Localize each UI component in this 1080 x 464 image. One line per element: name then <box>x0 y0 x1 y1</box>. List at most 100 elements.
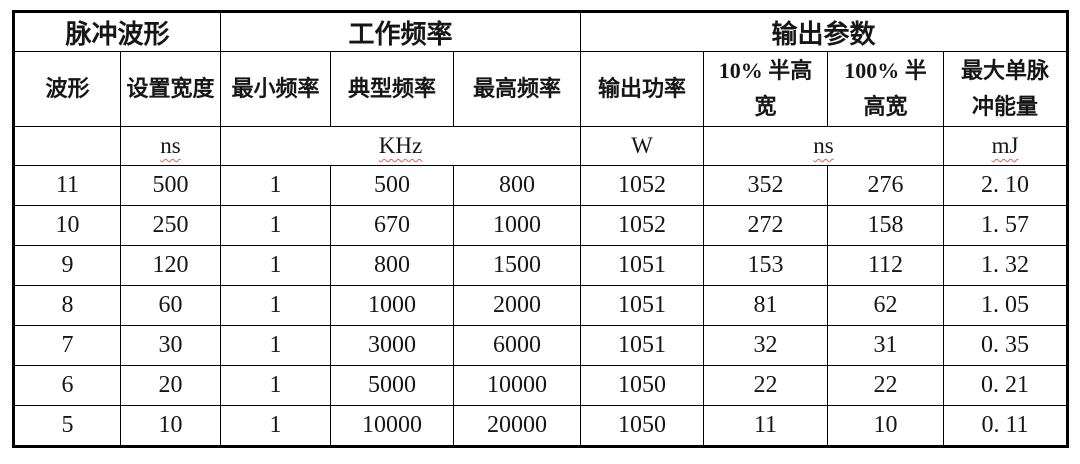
table-cell: 1. 57 <box>943 205 1068 246</box>
table-cell: 1051 <box>580 245 704 286</box>
table-cell: 1052 <box>580 165 704 206</box>
table-cell: 20 <box>120 365 221 406</box>
column-header-label: 最小频率 <box>231 76 320 101</box>
table-row: 10 250 1 670 1000 1052 272 158 1. 57 <box>13 205 1068 246</box>
group-header-output-parameters: 输出参数 <box>580 11 1068 52</box>
table-row: 11 500 1 500 800 1052 352 276 2. 10 <box>13 165 1068 206</box>
table-cell: 800 <box>453 165 581 206</box>
column-header-10pct-fwhm: 10% 半高 宽 <box>703 51 828 127</box>
table-row: 9 120 1 800 1500 1051 153 112 1. 32 <box>13 245 1068 286</box>
table-cell: 10000 <box>453 365 581 406</box>
table-cell: 60 <box>120 285 221 326</box>
table-row: 8 60 1 1000 2000 1051 81 62 1. 05 <box>13 285 1068 326</box>
table-cell: 6000 <box>453 325 581 366</box>
table-cell: 9 <box>13 245 121 286</box>
table-cell: 30 <box>120 325 221 366</box>
table-cell: 153 <box>703 245 828 286</box>
table-cell: 0. 35 <box>943 325 1068 366</box>
table-cell: 10 <box>827 405 944 447</box>
table-cell: 62 <box>827 285 944 326</box>
column-header-typical-frequency: 典型频率 <box>330 51 454 127</box>
table-cell: 10000 <box>330 405 454 447</box>
group-header-pulse-waveform: 脉冲波形 <box>13 11 221 52</box>
table-cell: 1052 <box>580 205 704 246</box>
pulse-waveform-spec-table: 脉冲波形 工作频率 输出参数 波形 设置宽度 最小频率 典型频率 最高频率 <box>12 10 1069 448</box>
table-cell: 272 <box>703 205 828 246</box>
group-header-operating-frequency: 工作频率 <box>220 11 581 52</box>
table-cell: 1000 <box>330 285 454 326</box>
column-header-max-single-pulse-energy: 最大单脉 冲能量 <box>943 51 1068 127</box>
table-cell: 3000 <box>330 325 454 366</box>
table-cell: 352 <box>703 165 828 206</box>
column-header-label: 最高频率 <box>472 76 561 101</box>
column-header-100pct-fwhm: 100% 半 高宽 <box>827 51 944 127</box>
column-header-label: 设置宽度 <box>126 76 215 101</box>
table-row: 7 30 1 3000 6000 1051 32 31 0. 35 <box>13 325 1068 366</box>
table-cell: 276 <box>827 165 944 206</box>
table-cell: 1 <box>220 405 331 447</box>
table-cell: 81 <box>703 285 828 326</box>
table-cell: 1 <box>220 325 331 366</box>
column-header-label-line2: 冲能量 <box>971 94 1038 119</box>
table-cell: 5 <box>13 405 121 447</box>
column-header-label-line1: 最大单脉 <box>960 58 1049 83</box>
column-header-label: 输出功率 <box>597 76 686 101</box>
units-row: ns KHz W ns mJ <box>13 126 1068 166</box>
unit-cell-pulse-width: ns <box>703 126 944 166</box>
column-header-max-frequency: 最高频率 <box>453 51 581 127</box>
table-cell: 2000 <box>453 285 581 326</box>
table-cell: 11 <box>703 405 828 447</box>
table-cell: 1 <box>220 245 331 286</box>
table-cell: 1. 32 <box>943 245 1068 286</box>
table-cell: 158 <box>827 205 944 246</box>
table-cell: 2. 10 <box>943 165 1068 206</box>
table-cell: 112 <box>827 245 944 286</box>
table-cell: 1050 <box>580 365 704 406</box>
column-header-label: 波形 <box>45 76 90 101</box>
column-header-label: 典型频率 <box>347 76 436 101</box>
table-cell: 670 <box>330 205 454 246</box>
table-cell: 7 <box>13 325 121 366</box>
table-cell: 6 <box>13 365 121 406</box>
table-cell: 22 <box>703 365 828 406</box>
unit-cell-set-width: ns <box>120 126 221 166</box>
column-header-row: 波形 设置宽度 最小频率 典型频率 最高频率 输出功率 10% <box>13 51 1068 127</box>
unit-label-w: W <box>631 133 653 158</box>
table-cell: 1051 <box>580 285 704 326</box>
table-cell: 10 <box>120 405 221 447</box>
column-header-label-line1: 100% 半 <box>844 58 927 83</box>
unit-cell-frequency: KHz <box>220 126 581 166</box>
table-cell: 31 <box>827 325 944 366</box>
table-row: 5 10 1 10000 20000 1050 11 10 0. 11 <box>13 405 1068 447</box>
table-cell: 0. 11 <box>943 405 1068 447</box>
column-header-min-frequency: 最小频率 <box>220 51 331 127</box>
table-cell: 32 <box>703 325 828 366</box>
table-cell: 1000 <box>453 205 581 246</box>
table-cell: 1 <box>220 165 331 206</box>
column-header-waveform: 波形 <box>13 51 121 127</box>
table-cell: 10 <box>13 205 121 246</box>
group-header-row: 脉冲波形 工作频率 输出参数 <box>13 11 1068 52</box>
table-cell: 1050 <box>580 405 704 447</box>
table-cell: 20000 <box>453 405 581 447</box>
table-cell: 22 <box>827 365 944 406</box>
unit-label-ns: ns <box>813 133 834 158</box>
column-header-set-width: 设置宽度 <box>120 51 221 127</box>
table-body: 11 500 1 500 800 1052 352 276 2. 10 10 250 1 670 1000… <box>13 165 1068 447</box>
document-page: 脉冲波形 工作频率 输出参数 波形 设置宽度 最小频率 典型频率 最高频率 <box>12 10 1069 448</box>
table-cell: 1051 <box>580 325 704 366</box>
unit-cell-energy: mJ <box>943 126 1068 166</box>
column-header-label-line1: 10% 半高 <box>718 58 813 83</box>
table-cell: 800 <box>330 245 454 286</box>
table-cell: 5000 <box>330 365 454 406</box>
table-cell: 250 <box>120 205 221 246</box>
table-cell: 0. 21 <box>943 365 1068 406</box>
table-cell: 500 <box>120 165 221 206</box>
table-cell: 8 <box>13 285 121 326</box>
table-cell: 500 <box>330 165 454 206</box>
column-header-output-power: 输出功率 <box>580 51 704 127</box>
table-row: 6 20 1 5000 10000 1050 22 22 0. 21 <box>13 365 1068 406</box>
table-cell: 1. 05 <box>943 285 1068 326</box>
column-header-label-line2: 宽 <box>754 94 777 119</box>
table-cell: 1500 <box>453 245 581 286</box>
